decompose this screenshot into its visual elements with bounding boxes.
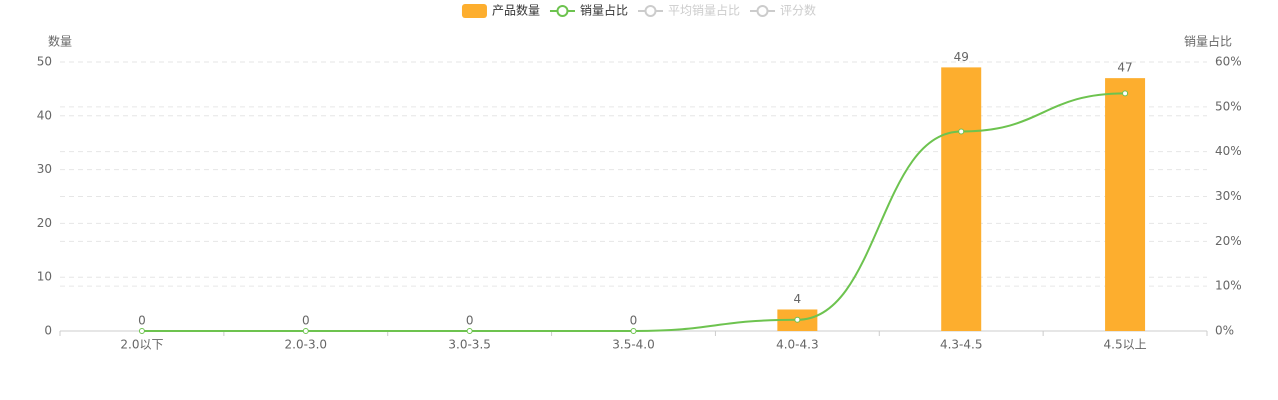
y2-tick-label: 50%	[1215, 99, 1242, 113]
line-point	[1122, 90, 1129, 97]
data-label: 47	[1117, 61, 1132, 75]
data-label: 4	[794, 292, 802, 306]
legend-label[interactable]: 销量占比	[580, 3, 628, 18]
legend-swatch	[644, 5, 657, 17]
data-label: 49	[954, 50, 969, 64]
y2-tick-label: 20%	[1215, 234, 1242, 248]
y2-tick-label: 40%	[1215, 144, 1242, 158]
line-point	[466, 328, 473, 334]
y-tick-label: 20	[37, 216, 52, 230]
x-tick-label: 2.0以下	[120, 338, 163, 352]
y2-axis-title: 销量占比	[1184, 34, 1232, 49]
legend-label[interactable]: 产品数量	[492, 3, 540, 18]
y-tick-label: 10	[37, 270, 52, 284]
x-tick-label: 4.3-4.5	[940, 338, 983, 352]
y-axis-title: 数量	[48, 34, 72, 49]
legend-swatch	[461, 4, 487, 18]
line-point	[958, 128, 965, 135]
legend-label[interactable]: 平均销量占比	[668, 3, 740, 18]
x-tick-label: 4.0-4.3	[776, 338, 819, 352]
legend-swatch	[756, 5, 769, 17]
bar	[1105, 78, 1146, 331]
x-tick-label: 4.5以上	[1104, 338, 1147, 352]
bar	[941, 67, 982, 331]
y2-tick-label: 0%	[1215, 324, 1234, 338]
y2-tick-label: 60%	[1215, 55, 1242, 69]
legend: 产品数量 销量占比 平均销量占比 评分数	[461, 3, 816, 18]
line-point	[302, 328, 309, 334]
y-tick-label: 40	[37, 108, 52, 122]
line-point	[630, 328, 637, 334]
x-tick-label: 3.5-4.0	[612, 338, 655, 352]
y-tick-label: 0	[44, 324, 52, 338]
data-label: 0	[466, 314, 474, 328]
x-tick-label: 3.0-3.5	[448, 338, 491, 352]
x-tick-label: 2.0-3.0	[285, 338, 328, 352]
data-label: 0	[302, 314, 310, 328]
y-tick-label: 30	[37, 162, 52, 176]
data-label: 0	[138, 314, 146, 328]
line-point	[794, 316, 801, 323]
y2-tick-label: 10%	[1215, 279, 1242, 293]
data-label: 0	[630, 314, 638, 328]
y2-tick-label: 30%	[1215, 189, 1242, 203]
line-point	[138, 328, 145, 334]
legend-swatch	[556, 5, 569, 17]
y-tick-label: 50	[37, 55, 52, 69]
legend-label[interactable]: 评分数	[780, 3, 816, 18]
